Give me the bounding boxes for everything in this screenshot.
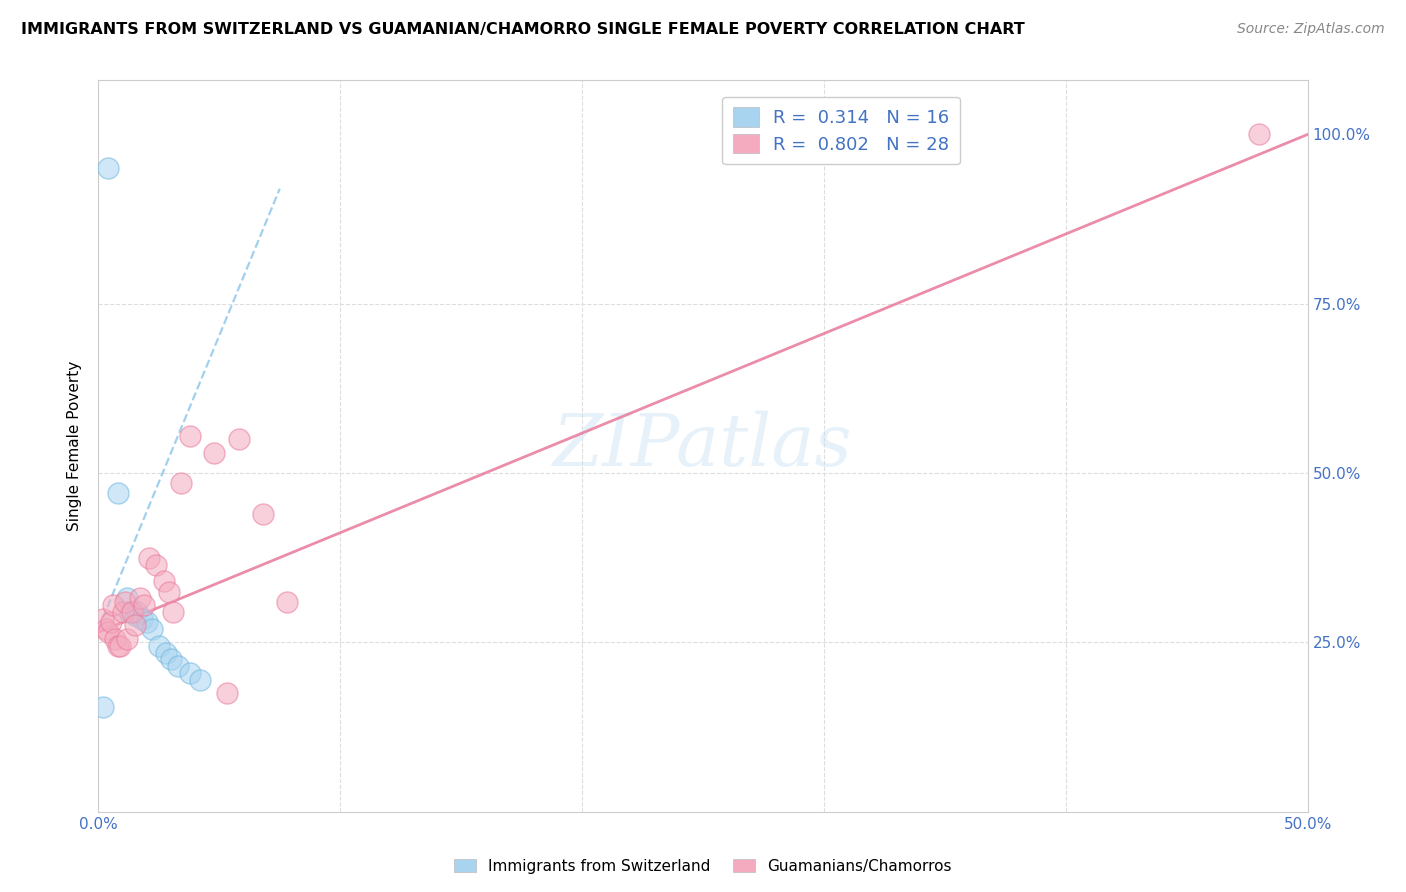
Point [204, 446, 226, 460]
Point [124, 608, 146, 623]
Point [100, 615, 122, 629]
Point [118, 605, 141, 619]
Point [148, 639, 170, 653]
Point [127, 605, 149, 619]
Point [134, 598, 156, 612]
Legend: Immigrants from Switzerland, Guamanians/Chamorros: Immigrants from Switzerland, Guamanians/… [449, 853, 957, 880]
Point [114, 595, 136, 609]
Point [145, 558, 167, 572]
Text: ZIPatlas: ZIPatlas [553, 410, 853, 482]
Point [188, 673, 211, 687]
Point [97, 161, 120, 176]
Point [1249, 128, 1271, 142]
Point [131, 612, 153, 626]
Point [169, 476, 191, 491]
Point [252, 507, 274, 521]
Point [215, 686, 238, 700]
Point [228, 432, 250, 446]
Point [155, 646, 177, 660]
Point [91, 612, 114, 626]
Point [108, 639, 131, 653]
Point [160, 652, 183, 666]
Point [97, 625, 120, 640]
Point [162, 605, 184, 619]
Point [179, 665, 201, 680]
Point [124, 618, 146, 632]
Point [128, 591, 150, 606]
Text: IMMIGRANTS FROM SWITZERLAND VS GUAMANIAN/CHAMORRO SINGLE FEMALE POVERTY CORRELAT: IMMIGRANTS FROM SWITZERLAND VS GUAMANIAN… [21, 22, 1025, 37]
Point [141, 622, 163, 636]
Point [107, 486, 129, 500]
Point [107, 639, 129, 653]
Point [94, 622, 117, 636]
Point [91, 699, 114, 714]
Point [117, 632, 139, 646]
Point [121, 605, 143, 619]
Point [276, 595, 298, 609]
Point [157, 584, 180, 599]
Point [135, 615, 157, 629]
Y-axis label: Single Female Poverty: Single Female Poverty [67, 361, 83, 531]
Point [101, 598, 124, 612]
Point [117, 591, 139, 606]
Legend: R =  0.314   N = 16, R =  0.802   N = 28: R = 0.314 N = 16, R = 0.802 N = 28 [723, 96, 960, 164]
Point [104, 632, 127, 646]
Point [138, 550, 160, 565]
Point [111, 605, 134, 619]
Point [152, 574, 174, 589]
Text: Source: ZipAtlas.com: Source: ZipAtlas.com [1237, 22, 1385, 37]
Point [179, 429, 201, 443]
Point [167, 659, 190, 673]
